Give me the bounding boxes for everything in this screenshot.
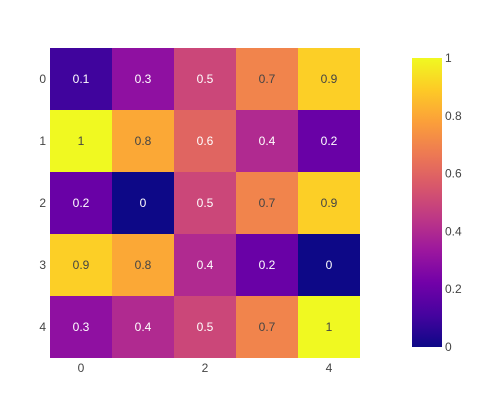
- heatmap-cell-r4-c0: [50, 296, 112, 358]
- cell-value-label-r0-c1: 0.3: [135, 72, 152, 86]
- heatmap-cell-r0-c4: [298, 48, 360, 110]
- colorbar-tick-label: 0.6: [445, 167, 462, 181]
- heatmap-cell-r4-c2: [174, 296, 236, 358]
- heatmap-cell-r3-c3: [236, 234, 298, 296]
- heatmap-cell-r1-c2: [174, 110, 236, 172]
- heatmap-cell-r2-c2: [174, 172, 236, 234]
- heatmap-cell-r1-c4: [298, 110, 360, 172]
- cell-value-label-r1-c2: 0.6: [197, 134, 214, 148]
- cell-value-label-r4-c1: 0.4: [135, 320, 152, 334]
- cell-value-label-r2-c3: 0.7: [259, 196, 276, 210]
- y-tick-label: 4: [39, 320, 46, 334]
- cell-value-label-r3-c2: 0.4: [197, 258, 214, 272]
- cell-value-label-r2-c4: 0.9: [321, 196, 338, 210]
- x-tick-label: 2: [202, 361, 209, 375]
- cell-value-label-r0-c2: 0.5: [197, 72, 214, 86]
- cell-value-label-r4-c3: 0.7: [259, 320, 276, 334]
- heatmap-cell-r0-c1: [112, 48, 174, 110]
- y-tick-label: 3: [39, 258, 46, 272]
- cell-value-label-r4-c4: 1: [326, 320, 333, 334]
- heatmap-cell-r3-c4: [298, 234, 360, 296]
- heatmap-cell-r3-c0: [50, 234, 112, 296]
- cell-value-label-r3-c1: 0.8: [135, 258, 152, 272]
- y-tick-label: 1: [39, 134, 46, 148]
- cell-value-label-r3-c3: 0.2: [259, 258, 276, 272]
- cell-value-label-r0-c0: 0.1: [73, 72, 90, 86]
- cell-value-label-r0-c4: 0.9: [321, 72, 338, 86]
- heatmap-cell-r4-c3: [236, 296, 298, 358]
- cell-value-label-r1-c4: 0.2: [321, 134, 338, 148]
- heatmap-cell-r2-c4: [298, 172, 360, 234]
- x-tick-label: 0: [78, 361, 85, 375]
- colorbar-tick-label: 1: [445, 51, 452, 65]
- colorbar-tick-label: 0: [445, 340, 452, 354]
- cell-value-label-r0-c3: 0.7: [259, 72, 276, 86]
- y-tick-label: 0: [39, 72, 46, 86]
- y-tick-label: 2: [39, 196, 46, 210]
- y-axis: 0 1 2 3 4: [39, 72, 46, 334]
- cell-value-label-r1-c1: 0.8: [135, 134, 152, 148]
- colorbar-ticks: 0 0.2 0.4 0.6 0.8 1: [445, 51, 462, 354]
- colorbar-tick-label: 0.8: [445, 109, 462, 123]
- heatmap-cell-r0-c3: [236, 48, 298, 110]
- heatmap-cell-r3-c1: [112, 234, 174, 296]
- heatmap-cell-r1-c0: [50, 110, 112, 172]
- heatmap-cell-r0-c0: [50, 48, 112, 110]
- cell-value-label-r4-c0: 0.3: [73, 320, 90, 334]
- heatmap-cell-r1-c1: [112, 110, 174, 172]
- heatmap-cell-r0-c2: [174, 48, 236, 110]
- heatmap-cell-r2-c0: [50, 172, 112, 234]
- heatmap-cell-r3-c2: [174, 234, 236, 296]
- colorbar-bar: [412, 58, 442, 347]
- x-axis: 0 2 4: [78, 361, 333, 375]
- cell-value-label-r4-c2: 0.5: [197, 320, 214, 334]
- colorbar-tick-label: 0.4: [445, 224, 462, 238]
- cell-value-label-r2-c2: 0.5: [197, 196, 214, 210]
- colorbar: 0 0.2 0.4 0.6 0.8 1: [412, 51, 462, 354]
- heatmap-cell-r1-c3: [236, 110, 298, 172]
- x-tick-label: 4: [326, 361, 333, 375]
- heatmap-cell-r2-c3: [236, 172, 298, 234]
- heatmap-cell-r4-c4: [298, 296, 360, 358]
- cell-value-label-r3-c0: 0.9: [73, 258, 90, 272]
- cell-value-label-r1-c3: 0.4: [259, 134, 276, 148]
- cell-value-label-r1-c0: 1: [78, 134, 85, 148]
- cell-value-label-r2-c1: 0: [140, 196, 147, 210]
- colorbar-tick-label: 0.2: [445, 282, 462, 296]
- cell-value-label-r2-c0: 0.2: [73, 196, 90, 210]
- heatmap-cell-r2-c1: [112, 172, 174, 234]
- cell-value-label-r3-c4: 0: [326, 258, 333, 272]
- heatmap-cell-r4-c1: [112, 296, 174, 358]
- plot-area: 0.1 0.3 0.5 0.7 0.9 1 0.8 0.6 0.4 0.2 0.2 0 0.5 0.7 0.…: [50, 48, 360, 358]
